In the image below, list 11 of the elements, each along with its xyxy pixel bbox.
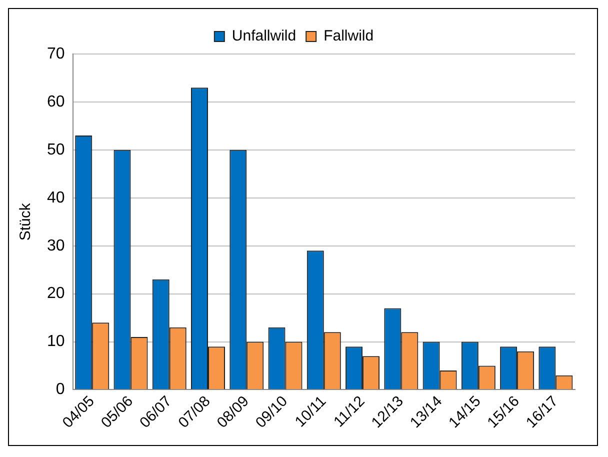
legend-label: Unfallwild bbox=[232, 28, 296, 45]
y-tick-label: 10 bbox=[47, 333, 65, 350]
y-tick-label: 70 bbox=[47, 45, 65, 62]
y-axis-title: Stück bbox=[17, 202, 34, 241]
y-tick-label: 20 bbox=[47, 285, 65, 302]
y-tick-label: 30 bbox=[47, 237, 65, 254]
y-tick-label: 40 bbox=[47, 189, 65, 206]
y-tick-label: 0 bbox=[56, 381, 65, 398]
y-tick-label: 60 bbox=[47, 93, 65, 110]
legend-label: Fallwild bbox=[324, 28, 374, 45]
y-tick-label: 50 bbox=[47, 141, 65, 158]
